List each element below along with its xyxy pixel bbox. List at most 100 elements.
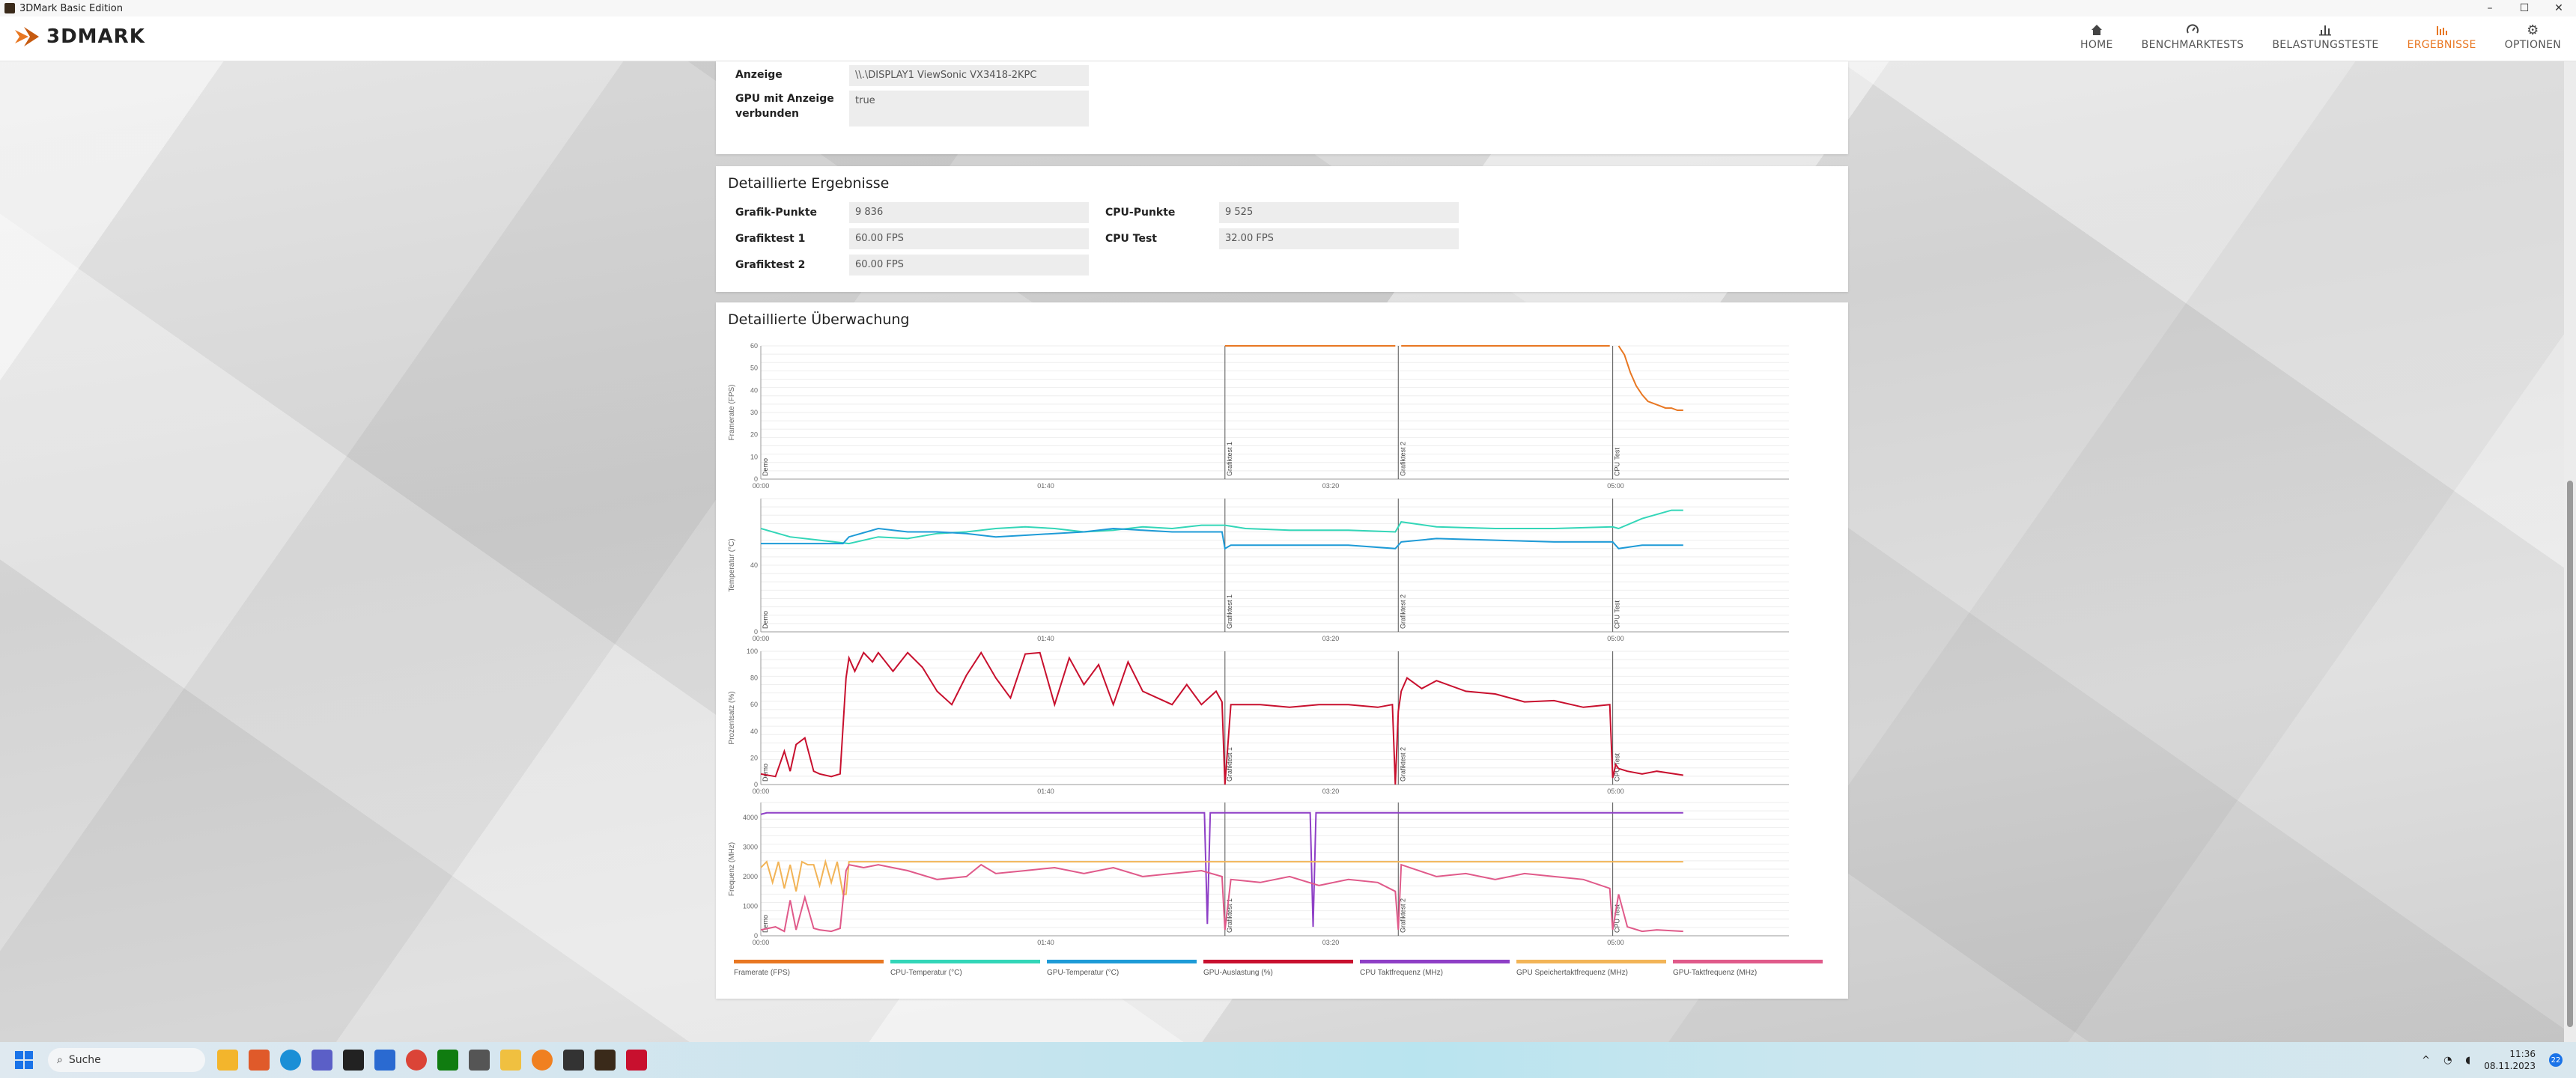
edge-icon[interactable] [280, 1050, 301, 1071]
section-label: Demo [762, 915, 769, 933]
series-line [761, 527, 1683, 550]
section-label: CPU Test [1614, 448, 1621, 476]
chrome-icon[interactable] [406, 1050, 427, 1071]
y-tick-label: 2000 [743, 873, 758, 880]
store-icon[interactable] [374, 1050, 395, 1071]
y-axis-label: Framerate (FPS) [728, 384, 736, 440]
section-label: CPU Test [1614, 600, 1621, 629]
x-tick-label: 01:40 [1037, 482, 1054, 490]
y-tick-label: 0 [754, 475, 758, 483]
graphics-test-2-label: Grafiktest 2 [735, 259, 806, 271]
nav-belastungsteste[interactable]: BELASTUNGSTESTE [2272, 21, 2378, 51]
x-tick-label: 03:20 [1322, 788, 1340, 795]
3dmark-taskbar-icon[interactable] [595, 1050, 616, 1071]
minimize-button[interactable]: – [2487, 2, 2493, 14]
app-red-icon[interactable] [626, 1050, 647, 1071]
tray-chevron-icon[interactable]: ^ [2422, 1054, 2431, 1066]
series-line [1224, 345, 1683, 411]
monitor-app-icon[interactable] [563, 1050, 584, 1071]
section-label: Grafiktest 1 [1226, 594, 1233, 629]
cpu-score-value: 9 525 [1219, 202, 1459, 223]
display-value: \\.\DISPLAY1 ViewSonic VX3418-2KPC [849, 65, 1089, 86]
cpu-test-label: CPU Test [1105, 233, 1157, 245]
x-tick-label: 01:40 [1037, 635, 1054, 642]
nav-benchmarktests-label: BENCHMARKTESTS [2141, 39, 2244, 51]
nav-home[interactable]: HOME [2080, 21, 2113, 51]
x-tick-label: 01:40 [1037, 939, 1054, 946]
folder-icon[interactable] [500, 1050, 521, 1071]
notification-badge[interactable]: 22 [2549, 1053, 2563, 1067]
monitoring-charts[interactable]: 0 10 20 30 40 50 60 00:00 01:40 03:20 05:00 Framera… [716, 302, 1848, 999]
file-explorer-icon[interactable] [217, 1050, 238, 1071]
y-axis-label: Prozentsatz (%) [728, 691, 736, 744]
maximize-button[interactable]: ☐ [2519, 2, 2530, 14]
x-tick-label: 01:40 [1037, 788, 1054, 795]
clock[interactable]: 11:36 08.11.2023 [2484, 1048, 2536, 1072]
window-title: 3DMark Basic Edition [19, 2, 123, 14]
blender-icon[interactable] [532, 1050, 553, 1071]
clock-time: 11:36 [2509, 1049, 2536, 1059]
settings-app-icon[interactable] [469, 1050, 490, 1071]
page-scrollbar[interactable] [2564, 61, 2576, 1042]
series-line [760, 863, 1683, 933]
nav-belastungsteste-label: BELASTUNGSTESTE [2272, 39, 2379, 51]
start-button[interactable] [15, 1051, 33, 1069]
search-placeholder: Suche [68, 1054, 101, 1066]
section-label: Grafiktest 1 [1226, 747, 1233, 782]
gpu-connected-value: true [849, 91, 1089, 127]
gauge-icon [2184, 21, 2202, 39]
notification-app-icon[interactable] [249, 1050, 270, 1071]
y-tick-label: 4000 [743, 814, 758, 821]
series-line [760, 651, 1683, 785]
section-label: Demo [762, 458, 769, 476]
clock-date: 08.11.2023 [2484, 1061, 2536, 1071]
xbox-icon[interactable] [437, 1050, 458, 1071]
nav-home-label: HOME [2080, 39, 2113, 51]
bars-icon [2316, 21, 2334, 39]
gpu-connected-label: GPU mit Anzeige verbunden [735, 93, 834, 120]
x-tick-label: 05:00 [1607, 482, 1624, 490]
legend-swatch [1516, 960, 1666, 963]
nav-optionen[interactable]: ⚙ OPTIONEN [2505, 21, 2561, 52]
chat-icon[interactable] [312, 1050, 332, 1071]
detailed-results-panel: Detaillierte Ergebnisse Grafik-Punkte 9 … [716, 166, 1848, 292]
y-axis-label: Frequenz (MHz) [728, 842, 736, 896]
nav-ergebnisse-label: ERGEBNISSE [2407, 39, 2476, 51]
taskbar-search[interactable]: ⌕ Suche [48, 1048, 205, 1072]
cpu-test-value: 32.00 FPS [1219, 228, 1459, 249]
legend-swatch [1047, 960, 1197, 963]
volume-icon[interactable]: ◖ [2465, 1054, 2471, 1066]
y-tick-label: 0 [754, 932, 758, 940]
app-logo[interactable]: 3DMARK [13, 25, 145, 48]
legend-label: CPU Taktfrequenz (MHz) [1360, 969, 1443, 977]
legend-swatch [734, 960, 884, 963]
nav-ergebnisse[interactable]: ERGEBNISSE [2408, 21, 2476, 51]
scrollbar-thumb[interactable] [2567, 481, 2573, 1027]
wifi-icon[interactable]: ◔ [2443, 1054, 2452, 1066]
legend-swatch [1203, 960, 1353, 963]
top-navigation: 3DMARK HOME BENCHMARKTESTS BELASTUNGSTES… [0, 16, 2576, 61]
legend-label: GPU-Temperatur (°C) [1047, 969, 1119, 977]
legend-label: CPU-Temperatur (°C) [890, 969, 962, 977]
taskbar-apps [217, 1050, 647, 1071]
legend-label: GPU Speichertaktfrequenz (MHz) [1516, 969, 1628, 977]
x-tick-label: 00:00 [753, 788, 770, 795]
x-tick-label: 05:00 [1607, 635, 1624, 642]
y-tick-label: 20 [750, 754, 758, 761]
close-button[interactable]: ✕ [2554, 2, 2563, 14]
search-icon: ⌕ [57, 1054, 63, 1066]
detailed-results-title: Detaillierte Ergebnisse [728, 175, 890, 192]
graphics-test-1-value: 60.00 FPS [849, 228, 1089, 249]
legend-label: GPU-Taktfrequenz (MHz) [1673, 969, 1757, 977]
graphics-score-value: 9 836 [849, 202, 1089, 223]
legend-label: Framerate (FPS) [734, 969, 790, 977]
legend-swatch [1360, 960, 1510, 963]
nav-benchmarktests[interactable]: BENCHMARKTESTS [2142, 21, 2244, 51]
y-tick-label: 100 [747, 648, 758, 655]
section-label: Grafiktest 2 [1399, 594, 1406, 629]
x-tick-label: 00:00 [753, 635, 770, 642]
section-label: Grafiktest 1 [1226, 898, 1233, 933]
y-tick-label: 60 [750, 342, 758, 350]
y-tick-label: 40 [750, 386, 758, 394]
terminal-icon[interactable] [343, 1050, 364, 1071]
